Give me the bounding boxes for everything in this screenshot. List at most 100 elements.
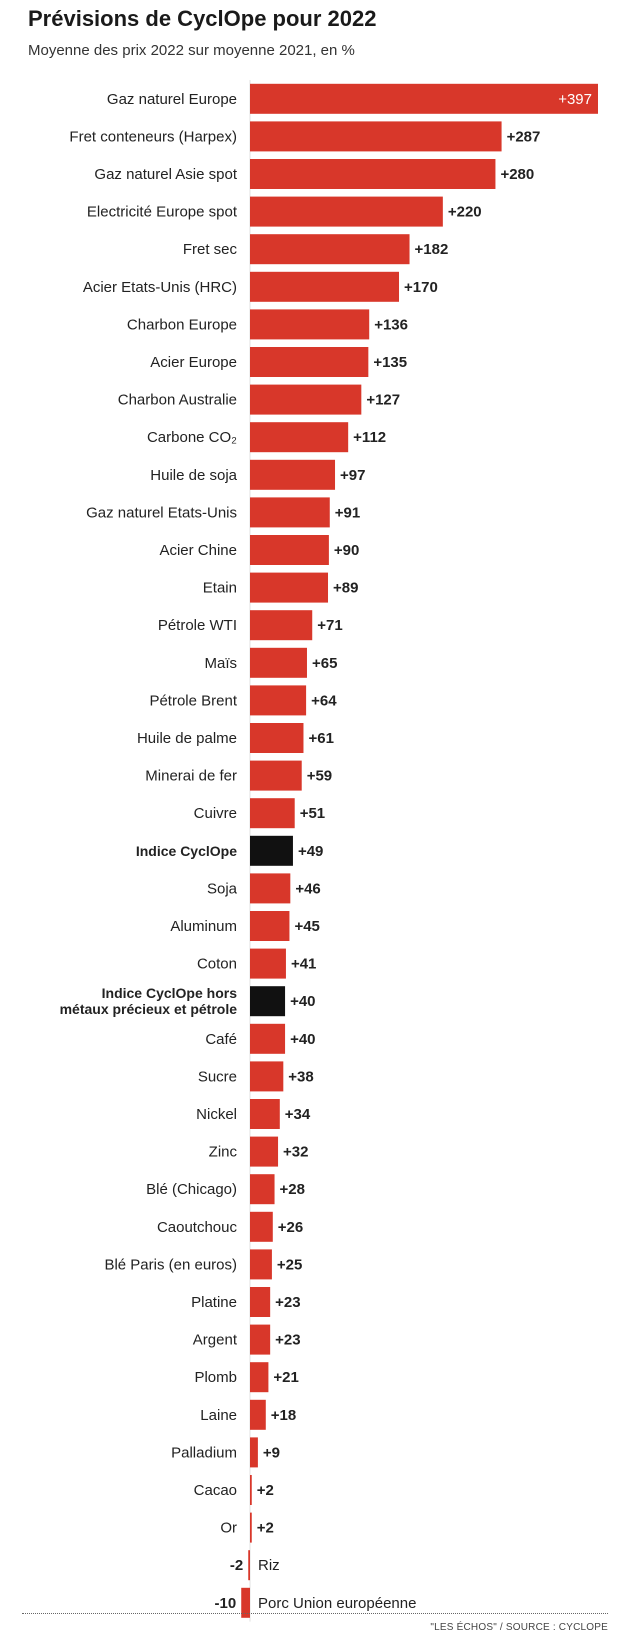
value-label: +23 [275, 1332, 300, 1349]
value-label: +26 [278, 1219, 303, 1236]
category-label: Cuivre [194, 805, 237, 822]
value-label: +46 [295, 880, 320, 897]
value-label: +40 [290, 1031, 315, 1048]
category-label: Fret conteneurs (Harpex) [69, 128, 237, 145]
category-label: Argent [193, 1332, 238, 1349]
bar [250, 948, 286, 979]
bar [250, 309, 370, 340]
value-label: +170 [404, 279, 438, 296]
value-label: +97 [340, 467, 365, 484]
category-label: Plomb [194, 1369, 237, 1386]
category-label: Huile de palme [137, 730, 237, 747]
category-label: Acier Chine [159, 542, 237, 559]
value-label: +2 [257, 1520, 274, 1537]
value-label: +136 [374, 316, 408, 333]
category-label: Aluminum [170, 918, 237, 935]
bar [250, 1211, 273, 1242]
category-label: Café [205, 1031, 237, 1048]
bar [250, 1362, 269, 1393]
bar [248, 1550, 250, 1581]
value-label: +65 [312, 655, 337, 672]
value-label: +90 [334, 542, 359, 559]
bar [250, 1399, 266, 1430]
category-label: Acier Etats-Unis (HRC) [83, 279, 237, 296]
bar [250, 760, 302, 791]
category-label: Cacao [194, 1482, 237, 1499]
category-label: Fret sec [183, 241, 238, 258]
category-label: Gaz naturel Asie spot [94, 166, 237, 183]
category-label: Charbon Australie [118, 392, 237, 409]
value-label: +397 [558, 91, 592, 108]
bar [250, 723, 304, 753]
category-label: Maïs [204, 655, 237, 672]
value-label: +34 [285, 1106, 311, 1123]
value-label: +64 [311, 692, 337, 709]
bar [250, 459, 336, 490]
category-label: Laine [200, 1407, 237, 1424]
category-label: Zinc [209, 1144, 238, 1161]
bar [250, 497, 330, 528]
category-label: Caoutchouc [157, 1219, 238, 1236]
bar [250, 196, 443, 227]
category-label: Soja [207, 880, 238, 897]
bar [241, 1587, 250, 1618]
value-label: +91 [335, 504, 360, 521]
category-label: Blé (Chicago) [146, 1181, 237, 1198]
category-label: Acier Europe [150, 354, 237, 371]
value-label: +89 [333, 580, 358, 597]
value-label: -2 [230, 1557, 243, 1574]
category-label: Etain [203, 580, 237, 597]
value-label: +32 [283, 1144, 308, 1161]
value-label: -10 [215, 1595, 237, 1612]
bar [250, 347, 369, 377]
value-label: +59 [307, 768, 332, 785]
value-label: +127 [366, 392, 400, 409]
value-label: +45 [294, 918, 319, 935]
bar [250, 384, 362, 415]
category-label: Indice CyclOpe hors métaux précieux et pé… [60, 985, 238, 1017]
category-label: Palladium [171, 1444, 237, 1461]
category-label: Coton [197, 956, 237, 973]
category-label: Gaz naturel Etats-Unis [86, 504, 237, 521]
chart-subtitle: Moyenne des prix 2022 sur moyenne 2021, … [28, 42, 355, 59]
value-label: +61 [308, 730, 333, 747]
chart-title: Prévisions de CyclOpe pour 2022 [28, 6, 377, 31]
category-label: Indice CyclOpe [136, 843, 237, 859]
bar [250, 911, 290, 941]
value-label: +23 [275, 1294, 300, 1311]
bar [250, 422, 349, 453]
bar [250, 1061, 284, 1092]
value-label: +71 [317, 617, 342, 634]
bar [250, 647, 307, 678]
bar [250, 1249, 272, 1280]
value-label: +28 [280, 1181, 305, 1198]
category-label: Blé Paris (en euros) [104, 1256, 237, 1273]
footer-divider [22, 1613, 608, 1614]
value-label: +40 [290, 993, 315, 1010]
bar [250, 159, 496, 189]
bar [250, 1287, 271, 1317]
bar [250, 572, 329, 603]
bar [250, 986, 286, 1017]
bar [250, 873, 291, 904]
bar [250, 234, 410, 265]
bar [250, 1023, 286, 1054]
category-label: Sucre [198, 1068, 237, 1085]
value-label: +18 [271, 1407, 296, 1424]
bar [250, 1174, 275, 1205]
value-label: +2 [257, 1482, 274, 1499]
category-label: Gaz naturel Europe [107, 91, 237, 108]
value-label: +287 [507, 128, 541, 145]
value-label: +21 [273, 1369, 298, 1386]
value-label: +51 [300, 805, 325, 822]
value-label: +112 [353, 429, 386, 446]
bar [250, 1099, 280, 1129]
bar [250, 121, 502, 152]
category-label: Minerai de fer [145, 768, 237, 785]
value-label: +280 [500, 166, 534, 183]
category-label: Huile de soja [150, 467, 237, 484]
bar [250, 535, 329, 565]
bar [250, 271, 400, 302]
bar [250, 610, 313, 641]
